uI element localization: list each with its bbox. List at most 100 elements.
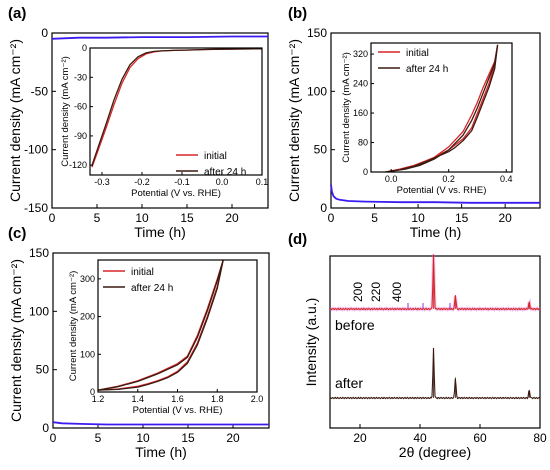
x-tick-label: 60 bbox=[473, 431, 487, 445]
x-axis-label: Potential (V vs. RHE) bbox=[133, 405, 223, 416]
panel-label: (b) bbox=[288, 5, 307, 22]
y-tick-label: 150 bbox=[307, 26, 327, 40]
y-axis-label: Intensity (a.u.) bbox=[303, 298, 319, 387]
peak-index-label: 400 bbox=[390, 282, 404, 302]
x-axis-label: Potential (V vs. RHE) bbox=[397, 185, 487, 196]
panel-a: 0 5 10 15 20 0 -50 -100 -150 Time (h) Current dens… bbox=[7, 5, 269, 240]
peak-index-label: 220 bbox=[369, 282, 383, 302]
panel-b: 0 5 10 15 20 0 50 100 150 Time (h) Current density… bbox=[286, 5, 541, 240]
x-tick-label: 0.1 bbox=[256, 177, 269, 187]
legend-label: initial bbox=[131, 267, 154, 278]
y-tick-label: 100 bbox=[29, 304, 49, 318]
y-axis-label: Current density (mA cm⁻²) bbox=[60, 56, 71, 167]
inset: -0.3 -0.2 -0.1 0.0 0.1 0 -30 -60 -90 -120 Potentia… bbox=[60, 43, 268, 199]
inset-series-after bbox=[97, 259, 224, 391]
inset-background bbox=[98, 260, 257, 392]
legend-label: initial bbox=[406, 48, 429, 59]
y-tick-label: 0 bbox=[42, 421, 49, 435]
x-tick-label: 10 bbox=[135, 211, 149, 225]
y-axis-label: Current density (mA cm⁻²) bbox=[341, 52, 352, 163]
x-tick-label: 5 bbox=[371, 211, 378, 225]
y-tick-label: 0 bbox=[90, 387, 95, 397]
x-axis-label: Potential (V vs. RHE) bbox=[131, 188, 221, 199]
x-tick-label: 1.2 bbox=[92, 394, 105, 404]
x-tick-label: 1.6 bbox=[171, 394, 184, 404]
after-label: after bbox=[335, 375, 363, 391]
y-tick-label: -150 bbox=[24, 201, 48, 215]
x-tick-label: 2.0 bbox=[251, 394, 264, 404]
y-tick-label: -120 bbox=[69, 160, 87, 170]
legend-label: after 24 h bbox=[406, 64, 448, 75]
y-tick-label: 50 bbox=[36, 363, 50, 377]
inset-background bbox=[90, 48, 262, 175]
y-tick-label: -50 bbox=[31, 84, 49, 98]
y-tick-label: -30 bbox=[74, 72, 87, 82]
inset: 1.2 1.4 1.6 1.8 2.0 0 100 200 300 Potential (V vs… bbox=[68, 259, 264, 416]
x-tick-label: -0.1 bbox=[174, 177, 190, 187]
x-tick-label: 0 bbox=[328, 211, 335, 225]
y-tick-label: 0 bbox=[41, 26, 48, 40]
panel-label: (d) bbox=[288, 231, 307, 248]
y-tick-label: 240 bbox=[353, 79, 368, 89]
inset-series-after bbox=[385, 44, 499, 173]
axis-frame bbox=[330, 32, 541, 209]
x-tick-label: 15 bbox=[180, 211, 194, 225]
x-tick-label: 40 bbox=[413, 431, 427, 445]
x-tick-label: 0.2 bbox=[442, 174, 455, 184]
x-tick-label: 10 bbox=[136, 431, 150, 445]
y-axis-label: Current density (mA cm⁻²) bbox=[7, 39, 23, 202]
x-tick-label: -0.2 bbox=[134, 177, 150, 187]
x-tick-label: 10 bbox=[411, 211, 425, 225]
x-tick-label: 5 bbox=[94, 211, 101, 225]
x-axis-label: Time (h) bbox=[135, 444, 187, 460]
y-tick-label: -90 bbox=[74, 131, 87, 141]
time-series-line bbox=[51, 35, 268, 40]
before-label: before bbox=[335, 317, 375, 333]
y-tick-label: 320 bbox=[353, 49, 368, 59]
y-tick-label: 0 bbox=[82, 43, 87, 53]
y-tick-label: 0 bbox=[363, 167, 368, 177]
xrd-pattern-before bbox=[329, 254, 541, 311]
legend-label: after 24 h bbox=[131, 283, 173, 294]
axis-frame bbox=[51, 32, 269, 209]
legend-label: after 24 h bbox=[204, 167, 246, 178]
x-tick-label: 0.0 bbox=[216, 177, 229, 187]
panel-label: (c) bbox=[8, 225, 26, 242]
x-tick-label: 5 bbox=[95, 431, 102, 445]
x-tick-label: 0.4 bbox=[500, 174, 513, 184]
y-tick-label: 160 bbox=[353, 108, 368, 118]
x-tick-label: -0.3 bbox=[94, 177, 110, 187]
x-axis-label: Time (h) bbox=[134, 224, 186, 240]
y-tick-label: 80 bbox=[358, 138, 368, 148]
axis-frame bbox=[52, 252, 270, 429]
panel-label: (a) bbox=[8, 5, 26, 22]
y-tick-label: 150 bbox=[29, 246, 49, 260]
y-tick-label: 100 bbox=[307, 84, 327, 98]
inset: 0.0 0.2 0.4 0 80 160 240 320 Potential (V vs. RH… bbox=[341, 42, 513, 196]
x-tick-label: 20 bbox=[498, 211, 512, 225]
x-tick-label: 0 bbox=[49, 211, 56, 225]
legend-label: initial bbox=[204, 151, 227, 162]
x-axis-label: 2θ (degree) bbox=[399, 444, 471, 460]
time-series-line bbox=[330, 184, 540, 204]
axis-frame bbox=[329, 255, 541, 429]
y-tick-label: -100 bbox=[24, 143, 48, 157]
y-tick-label: 200 bbox=[80, 312, 95, 322]
axis-frame bbox=[89, 47, 263, 176]
x-tick-label: 15 bbox=[455, 211, 469, 225]
x-tick-label: 15 bbox=[181, 431, 195, 445]
peak-index-label: 200 bbox=[351, 282, 365, 302]
y-tick-label: 100 bbox=[80, 349, 95, 359]
y-axis-label: Current density (mA cm⁻²) bbox=[286, 39, 302, 202]
x-tick-label: 0 bbox=[50, 431, 57, 445]
y-tick-label: -60 bbox=[74, 102, 87, 112]
inset-background bbox=[371, 43, 512, 172]
x-tick-label: 20 bbox=[225, 211, 239, 225]
x-tick-label: 0.0 bbox=[385, 174, 398, 184]
y-tick-label: 0 bbox=[320, 201, 327, 215]
axis-frame bbox=[370, 42, 513, 173]
y-tick-label: 50 bbox=[314, 143, 328, 157]
inset-series-after bbox=[91, 48, 263, 166]
